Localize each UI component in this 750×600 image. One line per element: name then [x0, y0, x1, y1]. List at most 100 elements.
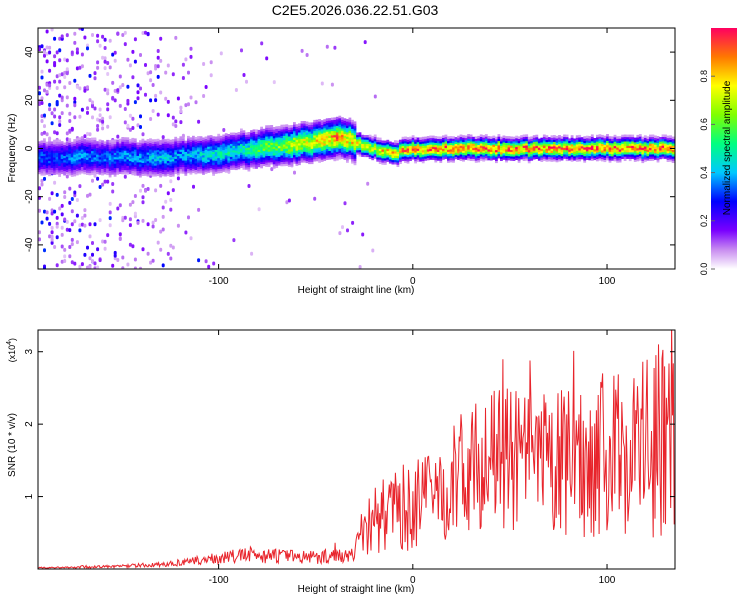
- spectrogram-cell: [123, 171, 127, 175]
- spectrogram-cell: [88, 146, 92, 150]
- spectrogram-cell: [505, 146, 508, 150]
- spectrogram-cell: [222, 160, 226, 164]
- spectrogram-cell: [171, 167, 175, 170]
- spectrogram-cell: [436, 145, 440, 148]
- spectrogram-cell: [535, 147, 539, 151]
- spectrogram-cell: [237, 155, 241, 159]
- spectrogram-cell: [88, 153, 92, 156]
- spectrogram-cell: [70, 146, 74, 149]
- spectrogram-cell: [479, 145, 483, 148]
- spectrogram-cell: [542, 149, 546, 153]
- spectrogram-cell: [502, 152, 506, 156]
- spectrogram-noise-cell: [65, 33, 69, 38]
- spectrogram-cell: [343, 157, 347, 160]
- spectrogram-cell: [295, 158, 299, 162]
- spectrogram-cell: [275, 148, 279, 151]
- spectrogram-cell: [282, 139, 286, 143]
- spectrogram-noise-cell: [133, 100, 137, 105]
- spectrogram-cell: [338, 152, 342, 156]
- spectrogram-cell: [484, 142, 488, 146]
- spectrogram-cell: [462, 148, 465, 151]
- spectrogram-cell: [108, 148, 112, 152]
- spectrogram-noise-cell: [139, 114, 142, 119]
- spectrogram-cell: [285, 143, 289, 147]
- spectrogram-cell: [535, 156, 539, 159]
- spectrogram-cell: [68, 157, 72, 161]
- spectrogram-cell: [91, 144, 94, 147]
- spectrogram-cell: [553, 150, 556, 153]
- spectrogram-noise-cell: [118, 85, 122, 90]
- spectrogram-cell: [333, 154, 337, 157]
- spectrogram-cell: [70, 159, 74, 162]
- spectrogram-cell: [154, 169, 157, 173]
- spectrogram-noise-cell: [55, 100, 59, 104]
- spectrogram-cell: [176, 146, 180, 150]
- spectrogram-cell: [341, 117, 344, 120]
- spectrogram-cell: [93, 144, 97, 147]
- spectrogram-cell: [240, 156, 243, 160]
- spectrogram-cell: [245, 154, 248, 157]
- spectrogram-cell: [633, 152, 637, 156]
- spectrogram-cell: [227, 147, 231, 150]
- spectrogram-cell: [623, 136, 627, 140]
- spectrogram-cell: [353, 156, 357, 159]
- spectrogram-noise-cell: [93, 71, 97, 76]
- spectrogram-cell: [376, 152, 380, 156]
- spectrogram-noise-cell: [91, 241, 94, 245]
- spectrogram-noise-cell: [86, 110, 89, 115]
- spectrogram-noise-cell: [181, 76, 185, 80]
- spectrogram-cell: [91, 146, 94, 149]
- spectrogram-noise-cell: [141, 132, 145, 137]
- spectrogram-cell: [88, 157, 92, 161]
- spectrogram-cell: [540, 157, 544, 160]
- spectrogram-cell: [169, 172, 173, 175]
- spectrogram-cell: [116, 167, 120, 171]
- spectrogram-cell: [154, 145, 157, 149]
- spectrogram-cell: [98, 146, 102, 149]
- spectrogram-cell: [477, 157, 481, 161]
- spectrogram-cell: [184, 166, 188, 170]
- spectrogram-cell: [68, 166, 72, 169]
- spectrogram-cell: [606, 142, 609, 146]
- spectrogram-cell: [522, 147, 526, 151]
- spectrogram-cell: [179, 142, 183, 146]
- colorbar-tick-label: 0.6: [699, 118, 709, 131]
- spectrogram-cell: [108, 168, 112, 171]
- spectrogram-cell: [247, 164, 251, 168]
- spectrogram-cell: [40, 162, 44, 165]
- spectrogram-cell: [247, 158, 251, 161]
- spectrogram-cell: [55, 141, 59, 145]
- spectrogram-cell: [414, 158, 417, 162]
- spectrogram-noise-cell: [65, 174, 69, 179]
- spectrogram-cell: [601, 147, 604, 151]
- spectrogram-cell: [421, 139, 425, 142]
- spectrogram-cell: [452, 147, 455, 150]
- spectrogram-cell: [139, 161, 142, 165]
- spectrogram-cell: [277, 154, 281, 157]
- spectrogram-cell: [272, 161, 276, 165]
- spectrogram-cell: [517, 155, 521, 159]
- spectrogram-cell: [540, 150, 544, 154]
- spectrogram-cell: [192, 138, 195, 141]
- spectrogram-cell: [73, 143, 77, 146]
- spectrogram-cell: [651, 138, 655, 142]
- spectrogram-noise-cell: [40, 69, 44, 74]
- spectrogram-cell: [159, 148, 162, 152]
- spectrogram-cell: [287, 146, 291, 150]
- spectrogram-cell: [606, 147, 609, 150]
- spectrogram-cell: [86, 146, 89, 149]
- spectrogram-cell: [313, 141, 316, 145]
- spectrogram-noise-cell: [86, 245, 89, 250]
- spectrogram-noise-cell: [123, 30, 127, 35]
- spectrogram-cell: [275, 161, 279, 164]
- spectrogram-cell: [194, 147, 198, 151]
- spectrogram-cell: [348, 152, 352, 155]
- spectrogram-cell: [426, 153, 430, 156]
- spectrogram-cell: [335, 140, 339, 144]
- spectrogram-cell: [252, 144, 256, 148]
- spectrogram-cell: [60, 152, 64, 155]
- spectrogram-cell: [303, 129, 306, 133]
- spectrogram-cell: [88, 166, 92, 169]
- spectrogram-cell: [388, 150, 392, 153]
